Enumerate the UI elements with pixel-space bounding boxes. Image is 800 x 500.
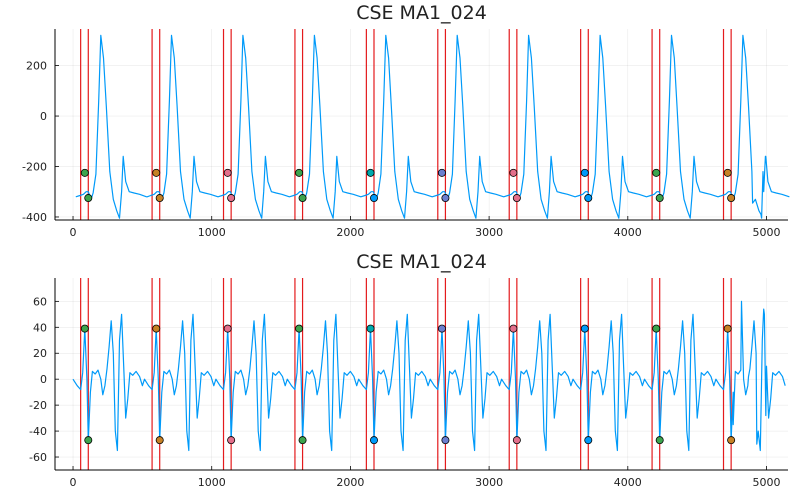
marker-point-lower <box>512 194 521 203</box>
y-tick-label: 200 <box>26 60 47 73</box>
y-tick-label: 0 <box>40 373 47 386</box>
chart-top: CSE MA1_024 0 1000 2000 3000 4000 5000-400-20… <box>22 2 790 239</box>
marker-point-upper <box>295 168 304 177</box>
x-tick-label: 4000 <box>614 476 642 489</box>
x-tick-label: 1000 <box>198 476 226 489</box>
chart-title-top: CSE MA1_024 <box>356 2 487 24</box>
marker-point-upper <box>223 324 232 333</box>
y-tick-label: -400 <box>22 211 47 224</box>
marker-point-upper <box>509 168 518 177</box>
marker-point-upper <box>509 324 518 333</box>
y-tick-label: -200 <box>22 161 47 174</box>
x-tick-label: 3000 <box>475 226 503 239</box>
y-tick-label: 40 <box>33 321 47 334</box>
marker-point-lower <box>727 194 736 203</box>
y-tick-label: -60 <box>29 451 47 464</box>
marker-point-lower <box>655 436 664 445</box>
marker-point-upper <box>723 168 732 177</box>
x-tick-label: 2000 <box>336 226 364 239</box>
marker-point-upper <box>152 324 161 333</box>
x-tick-label: 1000 <box>198 226 226 239</box>
marker-point-lower <box>298 436 307 445</box>
series-line <box>72 300 786 452</box>
marker-point-lower <box>441 194 450 203</box>
marker-point-lower <box>512 436 521 445</box>
marker-point-lower <box>369 436 378 445</box>
x-tick-label: 2000 <box>336 476 364 489</box>
y-tick-label: -20 <box>29 399 47 412</box>
marker-point-upper <box>295 324 304 333</box>
marker-point-upper <box>580 168 589 177</box>
x-tick-label: 5000 <box>753 226 781 239</box>
series-line <box>75 34 790 219</box>
marker-point-lower <box>298 194 307 203</box>
marker-point-upper <box>366 168 375 177</box>
x-tick-label: 5000 <box>753 476 781 489</box>
chart-bottom: CSE MA1_024 0 1000 2000 3000 4000 5000 -60 -40 -… <box>29 251 788 489</box>
x-tick-label: 0 <box>70 476 77 489</box>
marker-point-upper <box>437 168 446 177</box>
marker-point-lower <box>84 436 93 445</box>
marker-point-upper <box>723 324 732 333</box>
marker-point-lower <box>655 194 664 203</box>
x-tick-label: 4000 <box>614 226 642 239</box>
marker-point-lower <box>584 194 593 203</box>
marker-point-lower <box>727 436 736 445</box>
marker-point-upper <box>437 324 446 333</box>
marker-point-lower <box>584 436 593 445</box>
marker-point-upper <box>652 168 661 177</box>
marker-point-upper <box>580 324 589 333</box>
marker-point-lower <box>227 194 236 203</box>
x-tick-label: 0 <box>70 226 77 239</box>
marker-point-lower <box>369 194 378 203</box>
x-tick-label: 3000 <box>475 476 503 489</box>
y-tick-label: -40 <box>29 425 47 438</box>
y-tick-label: 20 <box>33 347 47 360</box>
marker-point-upper <box>152 168 161 177</box>
marker-point-upper <box>223 168 232 177</box>
marker-point-lower <box>155 194 164 203</box>
y-tick-label: 60 <box>33 295 47 308</box>
marker-point-lower <box>84 194 93 203</box>
marker-point-upper <box>80 168 89 177</box>
marker-point-lower <box>441 436 450 445</box>
marker-point-upper <box>652 324 661 333</box>
y-tick-label: 0 <box>40 110 47 123</box>
marker-point-upper <box>80 324 89 333</box>
chart-title-bottom: CSE MA1_024 <box>356 251 487 273</box>
marker-point-lower <box>227 436 236 445</box>
marker-point-upper <box>366 324 375 333</box>
marker-point-lower <box>155 436 164 445</box>
